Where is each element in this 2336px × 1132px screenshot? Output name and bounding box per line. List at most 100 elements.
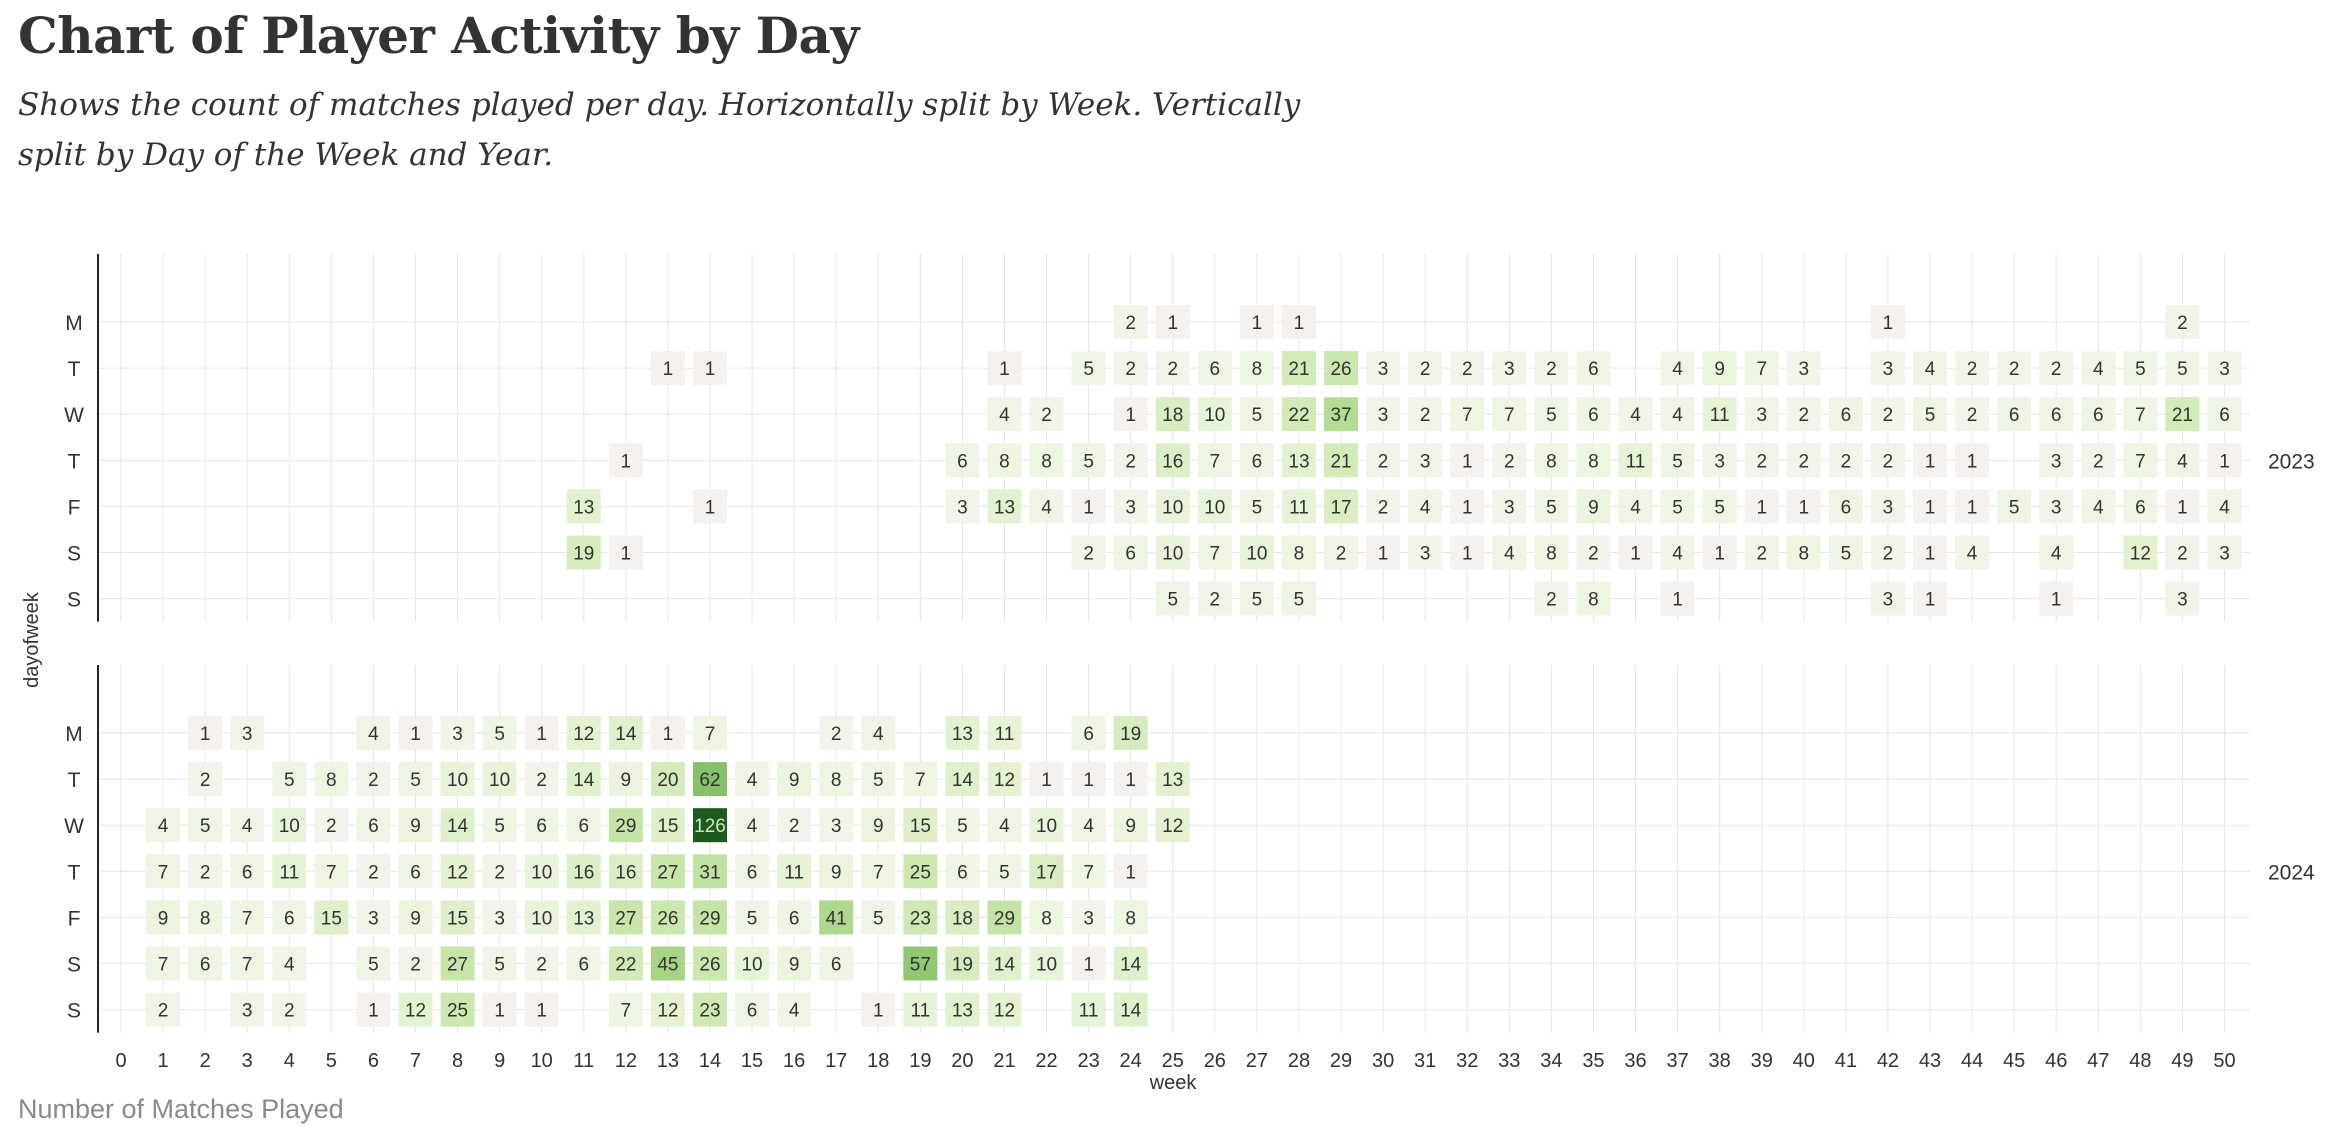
heatmap-cell xyxy=(2039,351,2074,386)
cell-value-label: 2 xyxy=(1756,544,1767,565)
cell-value-label: 3 xyxy=(242,724,253,745)
heatmap-cell xyxy=(398,992,433,1027)
heatmap-cell xyxy=(608,762,643,797)
cell-value-label: 13 xyxy=(952,1001,973,1022)
heatmap-cell xyxy=(2165,443,2200,478)
heatmap-cell xyxy=(735,992,770,1027)
cell-value-label: 9 xyxy=(789,770,800,791)
heatmap-cell xyxy=(1281,305,1316,339)
heatmap-cell xyxy=(2165,351,2200,386)
cell-value-label: 11 xyxy=(279,862,299,883)
cell-value-label: 5 xyxy=(1252,590,1263,611)
heatmap-cell xyxy=(440,716,475,750)
heatmap-cell xyxy=(566,808,601,843)
heatmap-cell xyxy=(1618,535,1653,570)
heatmap-cell xyxy=(1155,489,1190,524)
heatmap-cell xyxy=(650,762,685,797)
cell-value-label: 4 xyxy=(242,816,253,837)
cell-value-label: 4 xyxy=(747,770,758,791)
cell-value-label: 7 xyxy=(158,955,169,976)
heatmap-cell xyxy=(1071,808,1106,843)
x-tick-label: 42 xyxy=(1877,1050,1899,1072)
x-tick-label: 1 xyxy=(158,1050,169,1072)
heatmap-cell xyxy=(1239,489,1274,524)
cell-value-label: 2 xyxy=(2177,313,2188,334)
cell-value-label: 2 xyxy=(789,816,800,837)
heatmap-cell xyxy=(356,716,391,750)
cell-value-label: 5 xyxy=(1546,497,1557,518)
cell-value-label: 6 xyxy=(1252,451,1263,472)
heatmap-cell xyxy=(987,854,1022,889)
cell-value-label: 2 xyxy=(1083,544,1094,565)
heatmap-cell xyxy=(2081,397,2116,432)
cell-value-label: 1 xyxy=(536,724,547,745)
cell-value-label: 17 xyxy=(1036,862,1057,883)
y-tick-label: S xyxy=(67,954,81,977)
cell-value-label: 6 xyxy=(747,862,758,883)
cell-value-label: 6 xyxy=(1841,405,1852,426)
x-tick-label: 5 xyxy=(326,1050,337,1072)
heatmap-cell xyxy=(1660,397,1695,432)
cell-value-label: 2 xyxy=(1546,359,1557,380)
cell-value-label: 1 xyxy=(368,1001,379,1022)
heatmap-cell xyxy=(1071,489,1106,524)
heatmap-cell xyxy=(650,808,685,843)
heatmap-cell xyxy=(1702,443,1737,478)
heatmap-cell xyxy=(1408,489,1443,524)
heatmap-cell xyxy=(2165,305,2200,339)
heatmap-cell xyxy=(1408,535,1443,570)
cell-value-label: 4 xyxy=(284,955,295,976)
heatmap-cell xyxy=(230,900,265,935)
cell-value-label: 126 xyxy=(694,816,726,837)
cell-value-label: 1 xyxy=(1167,313,1178,334)
y-tick-label: M xyxy=(65,723,83,746)
heatmap-cell xyxy=(1239,305,1274,339)
cell-value-label: 14 xyxy=(952,770,974,791)
cell-value-label: 4 xyxy=(1925,359,1936,380)
heatmap-cell xyxy=(987,397,1022,432)
cell-value-label: 1 xyxy=(1714,544,1725,565)
cell-value-label: 2 xyxy=(1967,405,1978,426)
heatmap-cell xyxy=(524,900,559,935)
heatmap-cell xyxy=(1113,992,1148,1027)
cell-value-label: 1 xyxy=(1925,544,1936,565)
heatmap-cell xyxy=(398,900,433,935)
heatmap-cell xyxy=(650,854,685,889)
heatmap-cell xyxy=(566,854,601,889)
heatmap-cell xyxy=(314,808,349,843)
heatmap-cell xyxy=(1197,489,1232,524)
cell-value-label: 6 xyxy=(747,1001,758,1022)
cell-value-label: 3 xyxy=(368,908,379,929)
facet-label: 2023 xyxy=(2268,450,2315,473)
heatmap-cell xyxy=(482,946,517,981)
x-tick-label: 40 xyxy=(1793,1050,1815,1072)
y-tick-label: S xyxy=(67,1000,81,1023)
y-tick-label: W xyxy=(64,404,84,427)
cell-value-label: 2 xyxy=(2051,359,2062,380)
cell-value-label: 5 xyxy=(1672,497,1683,518)
cell-value-label: 1 xyxy=(2051,590,2062,611)
heatmap-cell xyxy=(1113,351,1148,386)
heatmap-cell xyxy=(777,946,812,981)
heatmap-cell xyxy=(735,854,770,889)
heatmap-cell xyxy=(272,992,307,1027)
heatmap-cell xyxy=(356,992,391,1027)
x-tick-label: 11 xyxy=(573,1050,594,1072)
heatmap-cell xyxy=(945,808,980,843)
heatmap-cell xyxy=(777,854,812,889)
heatmap-cell xyxy=(1029,900,1064,935)
cell-value-label: 2 xyxy=(536,770,547,791)
y-tick-label: T xyxy=(68,769,81,792)
heatmap-cell xyxy=(566,762,601,797)
y-tick-label: W xyxy=(64,815,84,838)
heatmap-cell xyxy=(1492,489,1527,524)
cell-value-label: 1 xyxy=(1672,590,1683,611)
heatmap-cell xyxy=(188,854,223,889)
cell-value-label: 5 xyxy=(1925,405,1936,426)
cell-value-label: 7 xyxy=(242,908,253,929)
heatmap-cell xyxy=(1197,351,1232,386)
heatmap-cell xyxy=(2207,489,2242,524)
cell-value-label: 1 xyxy=(1462,544,1473,565)
cell-value-label: 15 xyxy=(657,816,678,837)
cell-value-label: 4 xyxy=(1672,359,1683,380)
